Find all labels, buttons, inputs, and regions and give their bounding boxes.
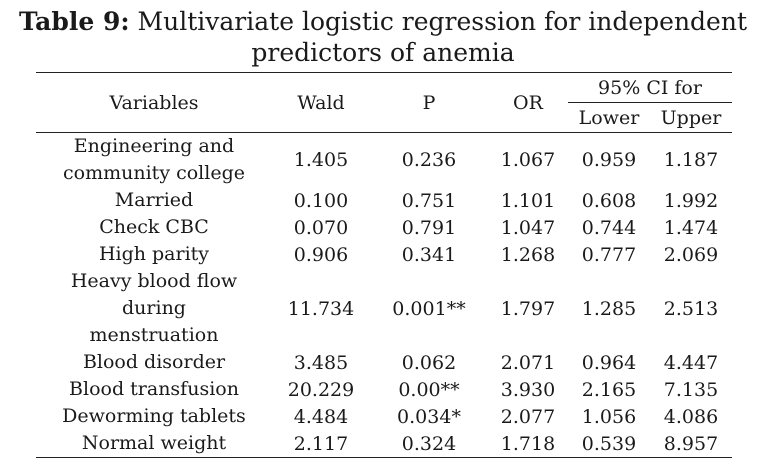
cell-variable: Blood transfusion	[36, 376, 272, 403]
cell-wald: 3.485	[293, 351, 349, 374]
variable-line: Blood transfusion	[69, 378, 239, 400]
variable-line: during	[122, 297, 186, 319]
variable-line: menstruation	[89, 324, 219, 346]
cell-lower: 1.056	[581, 405, 637, 428]
cell-wald: 0.100	[293, 189, 349, 212]
variable-line: Normal weight	[81, 432, 227, 454]
cell-p: 0.751	[401, 189, 457, 212]
cell-or: 1.797	[500, 297, 556, 320]
cell-or: 1.718	[488, 430, 568, 458]
variable-line: Check CBC	[99, 216, 209, 238]
table-row: Deworming tablets 4.484 0.034* 2.077 1.056 4.…	[36, 403, 732, 430]
header-wald: Wald	[272, 72, 370, 133]
cell-or: 1.268	[500, 243, 556, 266]
table-body: Engineering and community college 1.405 0.2…	[36, 132, 732, 458]
cell-wald: 0.906	[293, 243, 349, 266]
cell-variable: Blood disorder	[36, 349, 272, 376]
cell-p: 0.324	[370, 430, 488, 458]
variable-line: community college	[63, 162, 245, 184]
header-ci: 95% CI for	[568, 72, 732, 103]
table-row: High parity 0.906 0.341 1.268 0.777 2.069	[36, 241, 732, 268]
variable-line: Blood disorder	[82, 351, 226, 373]
cell-lower: 0.744	[581, 216, 637, 239]
table-row: Engineering and community college 1.405 0.2…	[36, 132, 732, 187]
cell-or: 1.067	[488, 132, 568, 187]
cell-upper: 2.069	[663, 243, 719, 266]
header-lower: Lower	[578, 106, 640, 129]
table-row: Check CBC 0.070 0.791 1.047 0.744 1.474	[36, 214, 732, 241]
cell-variable: Deworming tablets	[36, 403, 272, 430]
cell-or: 3.930	[500, 378, 556, 401]
cell-lower: 0.964	[581, 351, 637, 374]
table-caption: Table 9: Multivariate logistic regressio…	[0, 6, 766, 68]
cell-upper: 1.992	[663, 189, 719, 212]
cell-variable: High parity	[36, 241, 272, 268]
cell-upper: 2.513	[663, 297, 719, 320]
cell-upper: 4.086	[663, 405, 719, 428]
cell-or: 2.071	[500, 351, 556, 374]
cell-wald: 4.484	[293, 405, 349, 428]
header-p: P	[370, 72, 488, 133]
cell-lower: 0.539	[568, 430, 650, 458]
cell-lower: 2.165	[581, 378, 637, 401]
cell-variable: Normal weight	[36, 430, 272, 458]
variable-line: Engineering and	[73, 135, 235, 157]
cell-wald: 0.070	[293, 216, 349, 239]
cell-p: 0.791	[401, 216, 457, 239]
cell-or: 1.101	[500, 189, 556, 212]
cell-upper: 8.957	[650, 430, 732, 458]
variable-line: Married	[114, 189, 194, 211]
cell-wald: 1.405	[272, 132, 370, 187]
cell-p: 0.034*	[397, 405, 461, 428]
cell-p: 0.341	[401, 243, 457, 266]
cell-wald: 20.229	[287, 378, 355, 401]
cell-variable: Heavy blood flow during menstruation	[36, 268, 272, 349]
table-label: Table 9:	[18, 7, 130, 36]
header-upper: Upper	[660, 106, 722, 129]
cell-wald: 2.117	[272, 430, 370, 458]
header-variables: Variables	[36, 72, 272, 133]
cell-upper: 7.135	[663, 378, 719, 401]
cell-upper: 1.474	[663, 216, 719, 239]
cell-lower: 1.285	[581, 297, 637, 320]
cell-upper: 4.447	[663, 351, 719, 374]
cell-p: 0.062	[401, 351, 457, 374]
table-title: Multivariate logistic regression for ind…	[129, 7, 748, 67]
variable-line: High parity	[98, 243, 210, 265]
cell-p: 0.236	[370, 132, 488, 187]
cell-lower: 0.608	[581, 189, 637, 212]
table-row: Blood disorder 3.485 0.062 2.071 0.964 4.447	[36, 349, 732, 376]
cell-upper: 1.187	[650, 132, 732, 187]
cell-variable: Married	[36, 187, 272, 214]
cell-or: 1.047	[500, 216, 556, 239]
cell-lower: 0.777	[581, 243, 637, 266]
table-row: Heavy blood flow during menstruation 11.734…	[36, 268, 732, 349]
cell-lower: 0.959	[568, 132, 650, 187]
cell-variable: Engineering and community college	[36, 132, 272, 187]
table-row: Normal weight 2.117 0.324 1.718 0.539 8.957	[36, 430, 732, 458]
cell-p: 0.00**	[398, 378, 460, 401]
cell-variable: Check CBC	[36, 214, 272, 241]
cell-or: 2.077	[500, 405, 556, 428]
table-row: Blood transfusion 20.229 0.00** 3.930 2.165 7…	[36, 376, 732, 403]
cell-p: 0.001**	[392, 297, 466, 320]
variable-line: Deworming tablets	[62, 405, 246, 427]
variable-line: Heavy blood flow	[70, 270, 238, 292]
table-row: Married 0.100 0.751 1.101 0.608 1.992	[36, 187, 732, 214]
cell-wald: 11.734	[287, 297, 355, 320]
header-or: OR	[488, 72, 568, 133]
regression-table: Variables Wald P OR 95% CI for Lower Upp…	[36, 72, 732, 458]
